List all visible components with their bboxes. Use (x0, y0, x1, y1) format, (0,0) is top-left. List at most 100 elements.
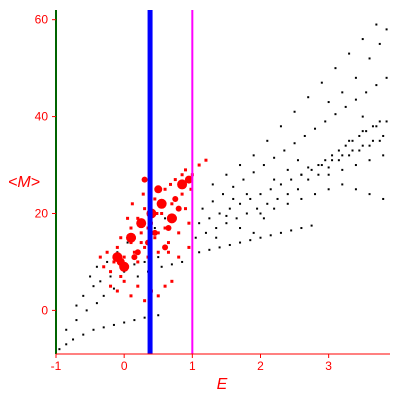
data-point (136, 284, 140, 288)
data-point (95, 302, 98, 305)
data-point (283, 149, 286, 152)
data-point (129, 226, 133, 230)
data-point (194, 236, 197, 239)
data-point (382, 197, 385, 200)
data-point (133, 319, 136, 322)
data-point (228, 207, 231, 210)
data-point (239, 202, 242, 205)
data-point (151, 229, 158, 236)
data-point (215, 236, 218, 239)
y-axis-label: <M> (8, 174, 40, 191)
data-point (286, 202, 289, 205)
data-point (187, 245, 191, 249)
data-point (157, 314, 160, 317)
data-point (314, 193, 317, 196)
data-point (279, 231, 282, 234)
data-point (153, 197, 157, 201)
data-point (72, 338, 75, 341)
y-tick-label: 20 (35, 206, 49, 220)
data-point (75, 304, 78, 307)
data-point (300, 173, 303, 176)
data-point (181, 260, 184, 263)
data-point (354, 188, 357, 191)
data-point (354, 164, 357, 167)
data-point (156, 198, 167, 209)
data-point (296, 159, 299, 162)
data-point (164, 217, 167, 220)
data-point (375, 125, 378, 128)
x-tick-label: 1 (189, 359, 196, 373)
data-point (112, 287, 115, 290)
data-point (348, 139, 351, 142)
data-point (290, 229, 293, 232)
data-point (365, 130, 368, 133)
data-point (382, 154, 385, 157)
series-black-dots (58, 23, 388, 351)
data-point (133, 263, 136, 266)
data-point (136, 275, 139, 278)
data-point (109, 284, 113, 288)
data-point (136, 260, 140, 264)
data-point (160, 211, 164, 215)
data-point (262, 217, 265, 220)
data-point (368, 193, 371, 196)
data-point (95, 265, 98, 268)
data-point (65, 343, 68, 346)
data-point (361, 144, 364, 147)
data-point (385, 120, 388, 123)
data-point (225, 214, 228, 217)
data-point (153, 236, 157, 240)
data-point (269, 188, 272, 191)
data-point (166, 241, 170, 245)
data-point (189, 187, 193, 191)
data-point (222, 193, 224, 196)
data-point (354, 76, 357, 79)
axes (55, 10, 390, 355)
data-point (331, 154, 334, 157)
data-point (163, 187, 167, 191)
data-point (208, 248, 211, 251)
data-point (232, 185, 235, 188)
data-point (173, 178, 177, 182)
data-point (286, 168, 289, 171)
data-point (293, 142, 296, 145)
data-point (266, 202, 269, 205)
data-point (331, 159, 334, 162)
tick-labels: -1 0 1 2 3 0 20 40 60 (35, 13, 333, 373)
data-point (180, 192, 184, 196)
data-point (102, 326, 105, 329)
data-point (320, 81, 323, 84)
data-point (102, 265, 106, 269)
data-point (166, 250, 170, 254)
data-point (106, 260, 109, 263)
data-point (129, 294, 133, 298)
data-point (245, 212, 248, 215)
data-point (269, 234, 272, 237)
x-axis-label: E (217, 376, 228, 393)
data-point (375, 23, 378, 26)
data-point (172, 195, 179, 202)
data-point (177, 255, 181, 259)
data-point (239, 164, 242, 167)
data-point (201, 207, 204, 210)
data-point (85, 309, 88, 312)
data-point (368, 144, 371, 147)
data-point (89, 275, 92, 278)
data-point (351, 149, 354, 152)
data-point (344, 105, 347, 108)
data-point (102, 294, 105, 297)
data-point (170, 202, 174, 206)
data-point (115, 289, 119, 293)
data-point (354, 98, 357, 101)
data-point (348, 154, 351, 157)
data-point (65, 328, 68, 331)
data-point (273, 207, 276, 210)
data-point (143, 207, 147, 211)
data-point (112, 260, 116, 264)
data-point (385, 76, 388, 79)
data-point (187, 221, 191, 225)
x-tick-label: -1 (51, 359, 62, 373)
data-point (279, 183, 282, 186)
data-point (368, 159, 371, 162)
data-point (122, 255, 126, 259)
